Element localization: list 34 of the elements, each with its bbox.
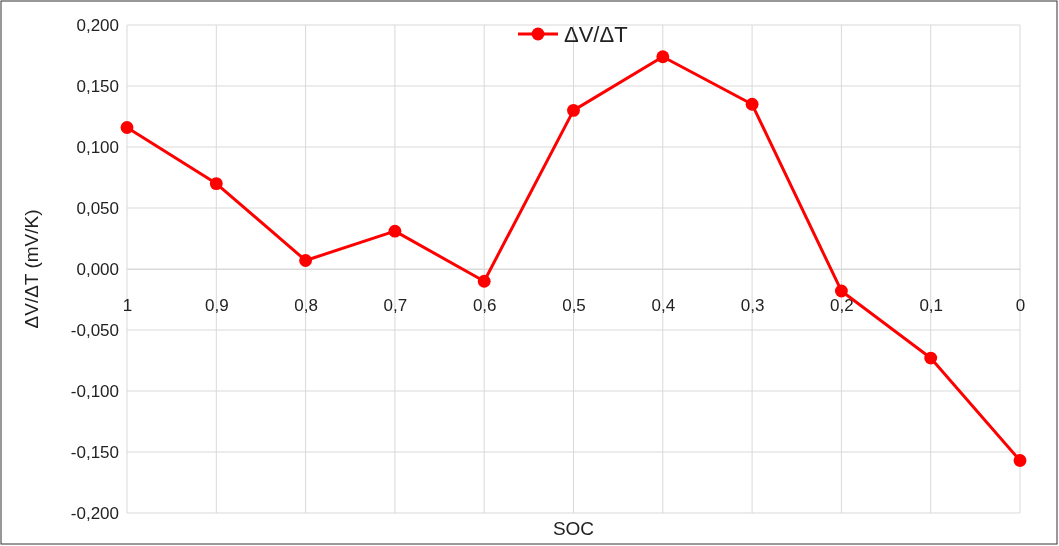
point [299, 254, 313, 267]
point [656, 50, 670, 64]
x-tick-label: 0,2 [830, 296, 854, 316]
x-tick-label: 0 [1015, 296, 1026, 316]
x-tick-label: 0,6 [472, 296, 497, 316]
x-tick-label: 0,5 [562, 296, 586, 316]
y-tick-label: -0,200 [70, 503, 119, 523]
point [477, 274, 491, 288]
point [567, 103, 580, 117]
point [209, 177, 223, 191]
y-tick-label: 0,200 [76, 15, 119, 35]
y-tick-label: -0,050 [70, 320, 119, 340]
y-tick-label: -0,150 [70, 442, 119, 462]
point [834, 284, 848, 298]
point [388, 224, 402, 238]
x-tick-label: 0,8 [294, 296, 318, 316]
legend-label: ΔV/ΔT [564, 22, 628, 47]
y-tick-label: 0,000 [76, 259, 119, 279]
y-tick-label: 0,050 [76, 198, 119, 218]
x-tick-label: 0,1 [919, 296, 944, 316]
x-tick-label: 0,4 [651, 296, 676, 316]
y-tick-label: -0,100 [70, 381, 119, 401]
x-tick-label: 0,3 [740, 296, 765, 316]
y-axis-title: ΔV/ΔT (mV/K) [21, 209, 42, 329]
point [745, 97, 759, 111]
y-tick-label: 0,150 [76, 76, 119, 96]
x-axis-title: SOC [552, 518, 595, 539]
point [924, 351, 938, 365]
x-tick-label: 0,9 [204, 296, 229, 316]
x-tick-label: 1 [122, 296, 133, 316]
point [1013, 454, 1027, 467]
x-tick-label: 0,7 [383, 296, 408, 316]
y-tick-label: 0,100 [76, 137, 119, 157]
point [120, 121, 134, 134]
